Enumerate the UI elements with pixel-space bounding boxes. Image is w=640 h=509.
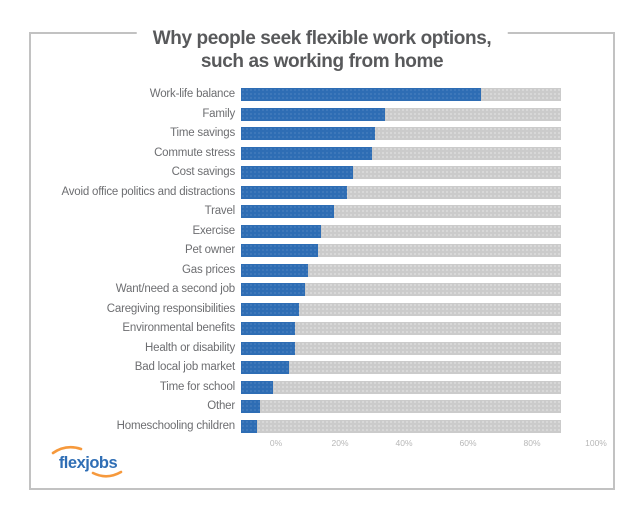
bar-row: Time savings [29,127,567,140]
bar-row: Time for school [29,380,567,394]
bar-track [241,107,561,121]
bar-fill [241,419,257,433]
logo-text: flexjobs [59,454,118,472]
category-label: Cost savings [171,166,236,178]
x-axis-tick-label: 100% [585,438,607,448]
bar-track [241,205,561,218]
bar-track [241,166,561,179]
bar-row: Cost savings [29,166,567,179]
bar-fill [241,146,373,160]
bar-row: Environmental benefits [29,322,567,335]
bar-track [241,263,561,277]
bar-fill [241,166,353,179]
category-label: Work-life balance [149,88,235,100]
category-label: Travel [204,205,236,217]
bar-row: Family [29,107,567,121]
bar-fill [241,302,299,316]
bar-row: Commute stress [29,146,567,160]
x-axis-tick-label: 0% [269,438,283,448]
bar-fill [241,400,261,413]
x-axis-tick-label: 40% [395,438,413,448]
bar-track [241,146,561,160]
bar-track [241,185,561,199]
bar-row: Homeschooling children [29,419,567,433]
category-label: Gas prices [182,263,235,276]
chart-title-line2: such as working from home [200,51,444,72]
bar-row: Avoid office politics and distractions [29,185,567,199]
bar-track [241,283,561,296]
bar-track [241,244,561,257]
bar-track [241,341,561,355]
category-label: Health or disability [145,341,235,354]
bar-track [241,224,561,238]
category-label: Want/need a second job [115,283,235,295]
bar-row: Bad local job market [29,361,567,374]
bar-row: Caregiving responsibilities [29,302,567,316]
bar-fill [241,244,318,257]
bar-row: Pet owner [29,244,567,257]
bar-fill [241,380,273,394]
bar-track [241,361,561,374]
bar-fill [241,205,334,218]
bar-fill [241,283,305,296]
bar-fill [241,88,481,101]
category-label: Commute stress [154,146,235,159]
x-axis: 0% 20% 40% 60% 80% 100% [270,438,607,450]
bar-fill [241,341,296,355]
category-label: Avoid office politics and distractions [61,185,235,198]
bar-track [241,127,561,140]
category-label: Environmental benefits [122,322,235,334]
bar-row: Gas prices [29,263,567,277]
category-label: Homeschooling children [116,419,236,432]
bar-fill [241,185,347,199]
chart-title: Why people seek flexible work options, s… [136,27,508,73]
bar-fill [241,107,385,121]
chart-title-line1: Why people seek flexible work options, [152,28,492,49]
bar-fill [241,361,289,374]
bar-row: Want/need a second job [29,283,567,296]
bar-row: Work-life balance [29,88,567,101]
category-label: Bad local job market [134,361,235,373]
bar-track [241,419,561,433]
bar-fill [241,224,321,238]
bar-row: Exercise [29,224,567,238]
category-label: Pet owner [185,244,235,256]
category-label: Time savings [170,127,235,139]
bar-fill [241,263,309,277]
logo-top-swoosh-icon [51,445,83,455]
category-label: Time for school [159,380,235,393]
bar-track [241,302,561,316]
bar-fill [241,322,296,335]
logo-bottom-swoosh-icon [91,470,123,478]
bar-track [241,380,561,394]
flexjobs-logo: flexjobs [51,445,123,478]
category-label: Caregiving responsibilities [106,302,235,315]
bar-row: Other [29,400,567,413]
bar-track [241,88,561,101]
bar-chart: Work-life balance Family Time savings Commu… [29,88,567,439]
x-axis-tick-label: 80% [523,438,541,448]
bar-track [241,322,561,335]
category-label: Family [202,107,235,120]
x-axis-tick-label: 60% [459,438,477,448]
bar-row: Travel [29,205,567,218]
bar-fill [241,127,376,140]
category-label: Exercise [192,224,236,237]
x-axis-tick-label: 20% [331,438,349,448]
bar-row: Health or disability [29,341,567,355]
bar-track [241,400,561,413]
category-label: Other [207,400,235,412]
